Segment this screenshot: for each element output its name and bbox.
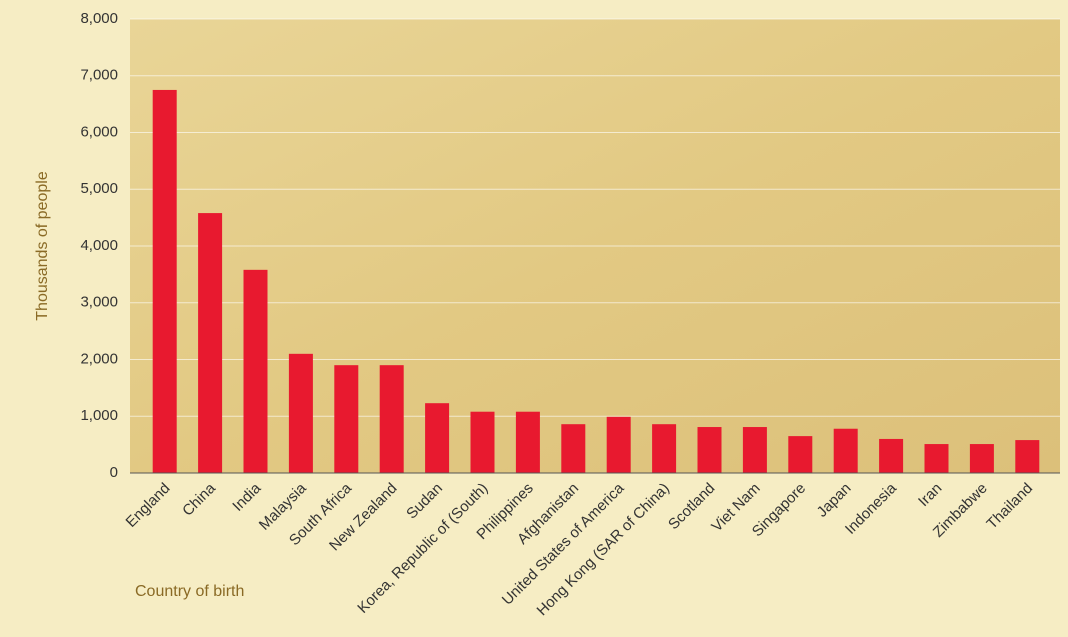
y-axis-title: Thousands of people [34,171,51,321]
y-tick-label: 8,000 [80,10,118,27]
y-tick-label: 6,000 [80,123,118,140]
bar [1015,440,1040,473]
bar [697,427,722,473]
bar [924,444,949,473]
bar [515,411,540,473]
bar [788,436,813,473]
x-tick-label: China [179,479,219,519]
y-tick-label: 5,000 [80,180,118,197]
y-tick-label: 7,000 [80,67,118,84]
bar [833,428,858,473]
y-tick-label: 0 [110,464,118,481]
x-tick-label: Japan [814,480,855,521]
x-tick-label: Iran [915,480,945,510]
bar [879,438,904,473]
bar [969,444,994,473]
bar [379,365,404,473]
y-tick-label: 3,000 [80,294,118,311]
y-tick-label: 1,000 [80,407,118,424]
bar [334,365,359,473]
y-tick-label: 2,000 [80,350,118,367]
bar [561,424,586,473]
bar [652,424,677,473]
y-tick-label: 4,000 [80,237,118,254]
bar [742,427,767,473]
bar [470,411,495,473]
x-axis-title: Country of birth [135,583,244,600]
bar [152,89,177,473]
x-tick-label: England [123,480,174,531]
bar [425,403,450,473]
x-tick-label: Sudan [403,480,446,523]
bar [288,353,313,473]
bar [198,213,223,473]
bar [606,416,631,473]
bar [243,269,268,473]
x-tick-label: Thailand [983,480,1036,533]
x-tick-label: India [229,479,264,514]
